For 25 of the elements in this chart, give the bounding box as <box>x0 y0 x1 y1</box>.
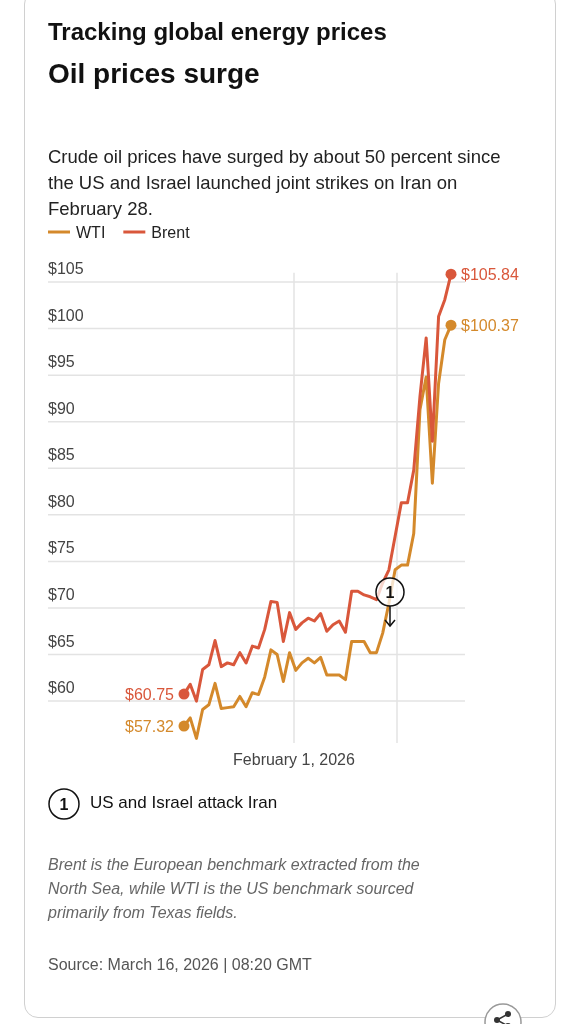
data-label: $105.84 <box>461 266 519 284</box>
legend-label: Brent <box>151 224 191 241</box>
text: 1 <box>59 796 69 813</box>
y-tick-label: $65 <box>48 632 75 650</box>
y-tick-label: $80 <box>48 492 75 510</box>
annotation: 1 <box>385 584 395 601</box>
y-tick-label: $90 <box>48 399 75 417</box>
chart-subtitle: Oil prices surge <box>48 58 260 90</box>
data-label: $100.37 <box>461 317 519 335</box>
x-axis-title: February 1, 2026 <box>233 751 356 768</box>
text: Crude oil prices have surged by about 50 percent since the US and Israel launched joint strikes on Iran on February 28. <box>48 145 502 221</box>
text: Brent is the European benchmark extracted from the North Sea, while WTI is the US benchmark sourced primarily from Texas fields. <box>48 855 421 923</box>
y-tick-label: $75 <box>48 539 75 557</box>
y-tick-label: $100 <box>48 306 84 324</box>
text: US and Israel attack Iran <box>90 793 278 813</box>
source-note: Source: March 16, 2026 | 08:20 GMT <box>48 955 313 975</box>
y-tick-label: $85 <box>48 446 75 464</box>
y-tick-label: $95 <box>48 353 75 371</box>
data-label: $57.32 <box>125 718 175 736</box>
chart-title: Tracking global energy prices <box>48 18 387 46</box>
y-tick-label: $105 <box>48 260 84 278</box>
y-tick-label: $70 <box>48 585 75 603</box>
legend-label: WTI <box>76 224 106 241</box>
data-label: $60.75 <box>125 686 175 704</box>
y-tick-label: $60 <box>48 679 75 697</box>
